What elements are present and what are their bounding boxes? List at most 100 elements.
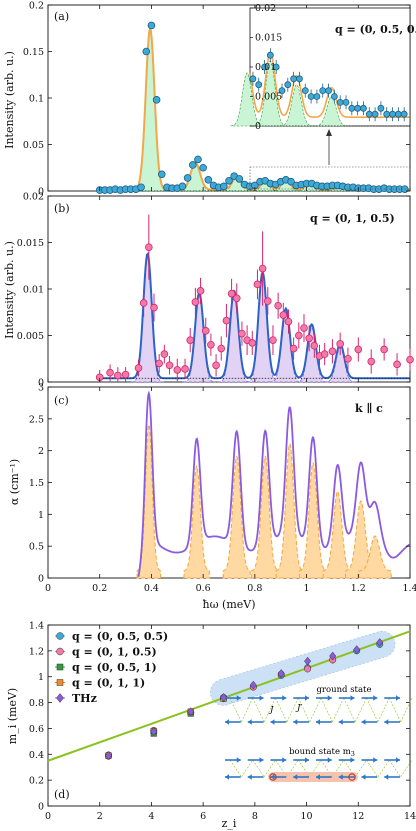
spin-arrow-head bbox=[293, 774, 298, 780]
legend-entry: q = (0, 1, 0.5) bbox=[72, 646, 157, 659]
bond-line bbox=[366, 759, 379, 778]
panel-d-ytick-label: 0.8 bbox=[29, 698, 44, 709]
panel-d-xtick-label: 4 bbox=[148, 811, 154, 822]
panel-b-data-point bbox=[284, 317, 293, 326]
panel-d-point bbox=[220, 692, 228, 702]
bond-line bbox=[388, 697, 401, 723]
panel-a-data-point bbox=[178, 182, 187, 191]
panel-b-data-point bbox=[289, 344, 298, 353]
panel-a-annotation: q = (0, 0.5, 0.5) bbox=[335, 23, 416, 36]
panel-d-xtick-label: 2 bbox=[97, 811, 103, 822]
panel-a-data-point bbox=[142, 47, 151, 56]
panel-a-data-point bbox=[189, 161, 197, 169]
panel-d-fit-line bbox=[47, 630, 411, 762]
panel-b-data-point bbox=[232, 294, 241, 303]
panel-d-ytick-label: 0.2 bbox=[29, 776, 44, 787]
legend-entry: q = (0, 0.5, 0.5) bbox=[72, 630, 168, 643]
inset-data-point bbox=[360, 104, 367, 112]
panel-a-ytick-label: 0.15 bbox=[23, 47, 44, 58]
panel-a-data-point bbox=[235, 175, 244, 183]
panel-c-label: (c) bbox=[54, 394, 69, 407]
panel-a-ytick-label: 0.2 bbox=[29, 1, 44, 12]
panel-c-xtick-label: 0.4 bbox=[144, 583, 159, 594]
inset-data-point bbox=[272, 63, 280, 71]
panel-b-data-point bbox=[106, 368, 114, 377]
panel-d-label: (d) bbox=[54, 788, 70, 801]
panel-a-ytick-label: 0.1 bbox=[29, 94, 44, 105]
spin-arrow-head bbox=[247, 719, 252, 725]
panel-b-data-point bbox=[393, 360, 401, 369]
panel-c-peak-component bbox=[298, 461, 328, 579]
inset-data-point bbox=[319, 87, 327, 94]
inset-data-point bbox=[284, 81, 292, 89]
panel-b-data-point bbox=[155, 359, 163, 368]
legend: q = (0, 0.5, 0.5) q = (0, 1, 0.5) q = (0, … bbox=[55, 630, 168, 705]
panel-c-peak-component bbox=[222, 455, 251, 579]
panel-a-data-point bbox=[204, 176, 213, 184]
panel-b-ytick-label: 0.01 bbox=[23, 285, 44, 296]
panel-b-ytick-label: 0.015 bbox=[17, 238, 44, 249]
panel-a-data-point bbox=[287, 177, 295, 186]
panel-b-data-point bbox=[258, 264, 267, 273]
panel-b-data-point bbox=[196, 287, 205, 295]
panel-a: 00.050.10.150.2 (a) Intensity (arb. u.) … bbox=[3, 1, 416, 198]
zoom-region bbox=[249, 166, 411, 190]
panel-d-point bbox=[304, 665, 312, 673]
panel-b-ylabel: Intensity (arb. u.) bbox=[3, 241, 16, 339]
panel-d: 0 0.2 0.4 0.6 0.8 1 1.2 1.4 0 2 4 6 8 10 12 14 (d) m_i … bbox=[6, 621, 416, 831]
inset-data-point bbox=[261, 63, 268, 71]
inset-ytick-label: 0.015 bbox=[255, 33, 282, 44]
panel-d-xtick-label: 6 bbox=[200, 811, 206, 822]
spin-arrow-head bbox=[396, 695, 400, 701]
panel-b-peak-component bbox=[294, 327, 329, 383]
inset-data-point bbox=[365, 110, 373, 118]
panel-c-xtick-label: 0.2 bbox=[92, 583, 107, 594]
panel-b-data-point bbox=[310, 341, 319, 350]
inset-data-point bbox=[383, 110, 391, 118]
inset-data-point bbox=[290, 75, 298, 83]
panel-c-annotation: k ∥ c bbox=[355, 402, 383, 415]
panel-b-peak-component bbox=[130, 256, 165, 383]
inset-peak-component bbox=[230, 72, 264, 127]
bond-line bbox=[377, 697, 390, 723]
panel-d-point bbox=[187, 707, 195, 717]
spin-arrow-head bbox=[282, 695, 287, 701]
spin-arrow-head bbox=[236, 695, 241, 701]
inset-data-point bbox=[325, 87, 332, 94]
bond-line bbox=[241, 697, 254, 723]
panel-b-data-point bbox=[212, 361, 220, 370]
bond-line bbox=[389, 759, 401, 778]
bond-line bbox=[377, 759, 390, 778]
domain-wall-marker bbox=[269, 773, 277, 781]
panel-b-data-point bbox=[263, 297, 272, 305]
spin-arrow-head bbox=[225, 774, 229, 780]
inset-data-point bbox=[266, 51, 274, 59]
spin-arrow-head bbox=[327, 695, 332, 701]
legend-marker bbox=[56, 632, 64, 640]
panel-b-data-point bbox=[139, 299, 148, 307]
panel-c-xlabel: ħω (meV) bbox=[202, 598, 255, 611]
spin-arrow-head bbox=[338, 774, 343, 780]
panel-a-ytick-label: 0 bbox=[38, 187, 44, 198]
spin-arrow-head bbox=[338, 719, 343, 725]
panel-d-point bbox=[353, 645, 361, 654]
panel-b-data-point bbox=[367, 357, 376, 366]
inset-data-point bbox=[342, 99, 350, 106]
panel-d-ytick-label: 1.2 bbox=[29, 646, 44, 657]
spin-arrow-head bbox=[293, 719, 298, 725]
panel-b-data-point bbox=[227, 289, 236, 298]
panel-b-data-point bbox=[406, 355, 414, 364]
panel-d-ytick-label: 1.4 bbox=[29, 621, 44, 632]
panel-d-point bbox=[304, 656, 312, 666]
bond-line bbox=[229, 759, 242, 778]
inset-data-point bbox=[400, 110, 408, 118]
panel-b-ytick-label: 0.02 bbox=[23, 192, 44, 203]
panel-b-data-point bbox=[328, 347, 337, 356]
panel-b-data-point bbox=[134, 364, 143, 372]
panel-d-ytick-label: 1 bbox=[38, 672, 44, 683]
bond-line bbox=[332, 697, 345, 723]
panel-a-data-point bbox=[147, 21, 156, 30]
panel-c-absorption-line bbox=[137, 390, 411, 577]
panel-d-xlabel: z_i bbox=[222, 817, 237, 830]
